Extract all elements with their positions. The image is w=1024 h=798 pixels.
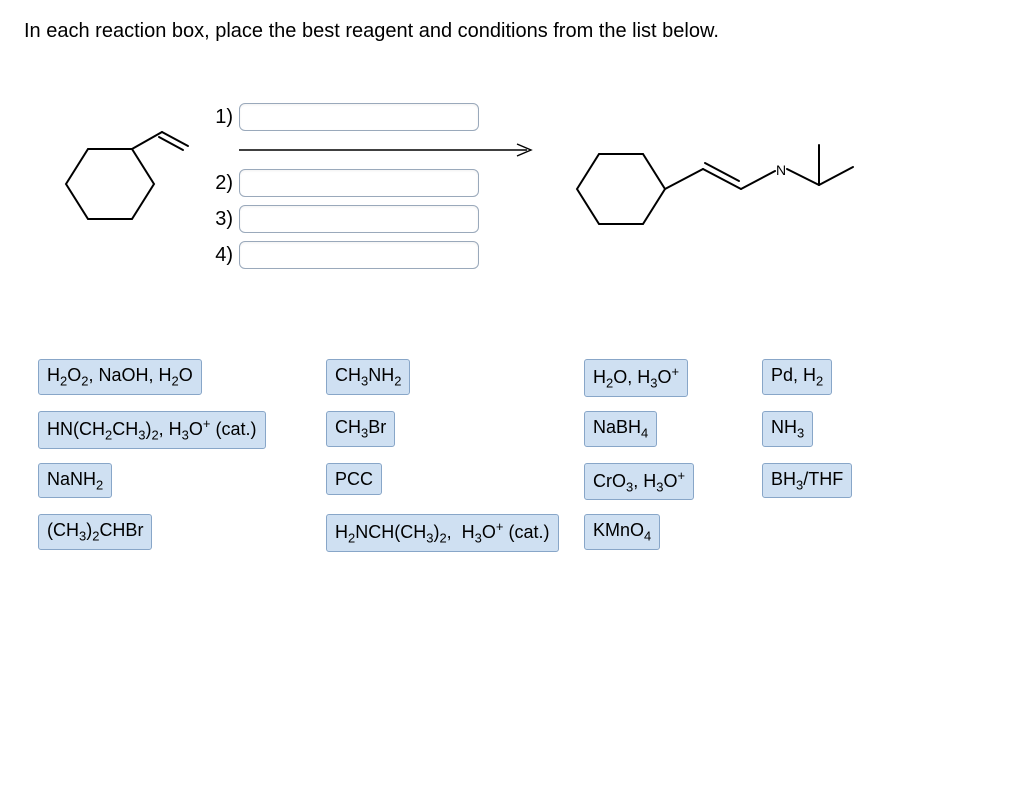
reagent-hnet2[interactable]: HN(CH2CH3)2, H3O+ (cat.) [38,411,266,449]
reagent-kmno4[interactable]: KMnO4 [584,514,660,550]
reagent-nabh4[interactable]: NaBH4 [584,411,657,447]
reagent-nanh2[interactable]: NaNH2 [38,463,112,499]
reagent-ch3nh2[interactable]: CH3NH2 [326,359,410,395]
step-input-3[interactable] [239,205,479,233]
step-label-3: 3) [209,208,233,231]
reagent-nh3[interactable]: NH3 [762,411,813,447]
reagent-pd-h2[interactable]: Pd, H2 [762,359,832,395]
starting-material [36,124,191,249]
step-label-4: 4) [209,244,233,267]
reaction-scheme: 1) 2) 3) 4) [24,103,1000,269]
step-label-2: 2) [209,172,233,195]
reagent-ipr-br[interactable]: (CH3)2CHBr [38,514,152,550]
reagent-bh3-thf[interactable]: BH3/THF [762,463,852,499]
step-input-1[interactable] [239,103,479,131]
step-label-1: 1) [209,106,233,129]
reagent-cro3[interactable]: CrO3, H3O+ [584,463,694,501]
reagent-ch3br[interactable]: CH3Br [326,411,395,447]
reagent-list: H2O2, NaOH, H2O CH3NH2 H2O, H3O+ Pd, H2 … [24,359,1000,552]
question-text: In each reaction box, place the best rea… [24,20,1000,43]
product-molecule: N [557,119,867,254]
reagent-ipr-amine[interactable]: H2NCH(CH3)2, H3O+ (cat.) [326,514,559,552]
reagent-h2o2-naoh[interactable]: H2O2, NaOH, H2O [38,359,202,395]
nitrogen-label: N [776,162,786,178]
reagent-steps: 1) 2) 3) 4) [209,103,539,269]
reagent-h2o-h3o[interactable]: H2O, H3O+ [584,359,688,397]
reagent-pcc[interactable]: PCC [326,463,382,496]
step-input-4[interactable] [239,241,479,269]
step-input-2[interactable] [239,169,479,197]
reaction-arrow [239,141,539,159]
